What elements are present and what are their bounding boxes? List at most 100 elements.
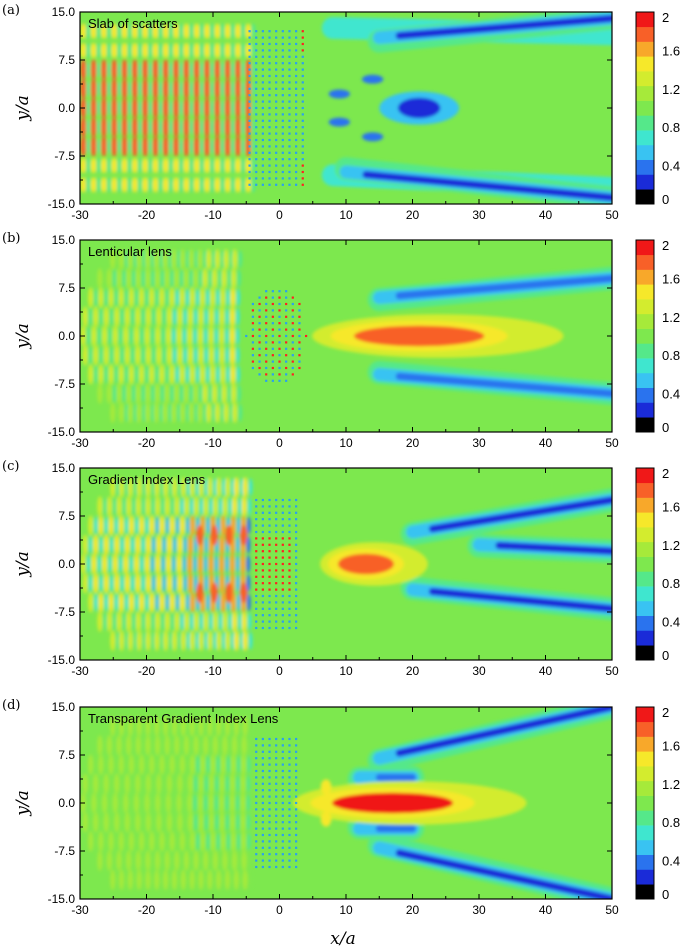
fringe — [179, 831, 185, 852]
scatterer — [255, 100, 258, 103]
fringe — [194, 403, 199, 422]
scatterer — [295, 763, 298, 766]
fringe — [90, 97, 97, 119]
x-tick-label: -20 — [138, 664, 156, 678]
scatterer — [248, 30, 251, 33]
scatterer — [261, 505, 264, 508]
scatterer — [288, 840, 291, 843]
fringe — [236, 755, 241, 774]
fringe — [209, 81, 215, 97]
fringe — [209, 61, 215, 78]
panel-letter: (c) — [2, 459, 19, 474]
scatterer — [288, 177, 291, 180]
fringe — [142, 23, 149, 39]
fringe — [165, 755, 170, 774]
fringe — [158, 138, 163, 155]
fringe — [235, 327, 240, 345]
fringe — [232, 248, 238, 270]
scatterer — [288, 853, 291, 856]
fringe — [210, 831, 216, 852]
fringe — [162, 157, 169, 174]
fringe — [164, 850, 170, 871]
fringe — [155, 496, 161, 517]
scatterer — [275, 113, 278, 116]
scatterer — [275, 100, 278, 103]
scatterer — [255, 42, 258, 46]
fringe — [97, 383, 103, 404]
fringe — [107, 327, 112, 345]
fringe — [96, 81, 101, 97]
fringe — [165, 325, 171, 347]
fringe — [130, 813, 135, 832]
fringe — [128, 287, 134, 308]
scatterer — [288, 36, 291, 39]
fringe — [214, 402, 220, 424]
fringe — [156, 306, 162, 328]
fringe — [124, 717, 129, 736]
scatterer — [251, 347, 254, 350]
fringe — [217, 384, 222, 403]
fringe — [187, 811, 193, 833]
fringe — [199, 851, 204, 870]
scatterer — [251, 341, 254, 344]
dark-island — [361, 132, 384, 142]
scatterer-lattice — [255, 737, 298, 869]
fringe — [145, 306, 151, 328]
scatterer — [255, 814, 258, 817]
fringe — [320, 811, 332, 827]
fringe — [186, 717, 191, 736]
scatterer — [295, 537, 298, 540]
fringe — [106, 138, 112, 155]
scatterer-lattice — [245, 290, 308, 382]
fringe — [96, 100, 101, 116]
fringe — [106, 611, 112, 632]
fringe — [189, 715, 195, 737]
fringe — [118, 402, 124, 424]
scatterer — [251, 309, 254, 312]
scatterer — [255, 177, 258, 180]
fringe — [224, 476, 231, 498]
fringe — [142, 157, 149, 174]
colorbar-tick-label: 0 — [662, 420, 669, 435]
fringe — [100, 157, 107, 174]
fringe — [169, 631, 173, 650]
scatterer — [255, 151, 258, 154]
fringe — [225, 346, 230, 365]
fringe — [130, 346, 135, 365]
fringe — [185, 288, 190, 307]
fringe — [200, 831, 206, 852]
fringe — [103, 612, 108, 631]
x-tick-label: 30 — [472, 664, 486, 678]
scatterer — [268, 183, 271, 186]
colorbar-band — [636, 387, 654, 403]
fringe — [135, 383, 141, 404]
fringe — [131, 384, 136, 403]
colorbar-band — [636, 12, 654, 28]
fringe — [208, 792, 214, 814]
colorbar-tick-label: 2 — [662, 238, 669, 253]
fringe — [234, 157, 241, 174]
fringe — [171, 869, 178, 891]
colorbar-band — [636, 795, 654, 811]
fringe — [137, 119, 143, 135]
fringe — [214, 59, 221, 80]
fringe — [90, 157, 97, 174]
scatterer — [281, 859, 284, 862]
fringe — [189, 869, 195, 891]
scatterer — [275, 782, 278, 785]
fringe — [99, 535, 104, 554]
fringe — [174, 496, 180, 517]
fringe — [230, 631, 235, 650]
fringe — [139, 831, 145, 852]
colorbar-band — [636, 240, 654, 256]
scatterer — [268, 550, 271, 553]
scatterer — [275, 744, 278, 747]
fringe — [204, 535, 209, 554]
fringe — [178, 61, 184, 78]
fringe — [85, 61, 91, 78]
fringe — [124, 572, 130, 594]
fringe — [189, 177, 194, 193]
fringe — [168, 403, 173, 422]
fringe — [174, 735, 180, 756]
fringe — [230, 61, 235, 78]
